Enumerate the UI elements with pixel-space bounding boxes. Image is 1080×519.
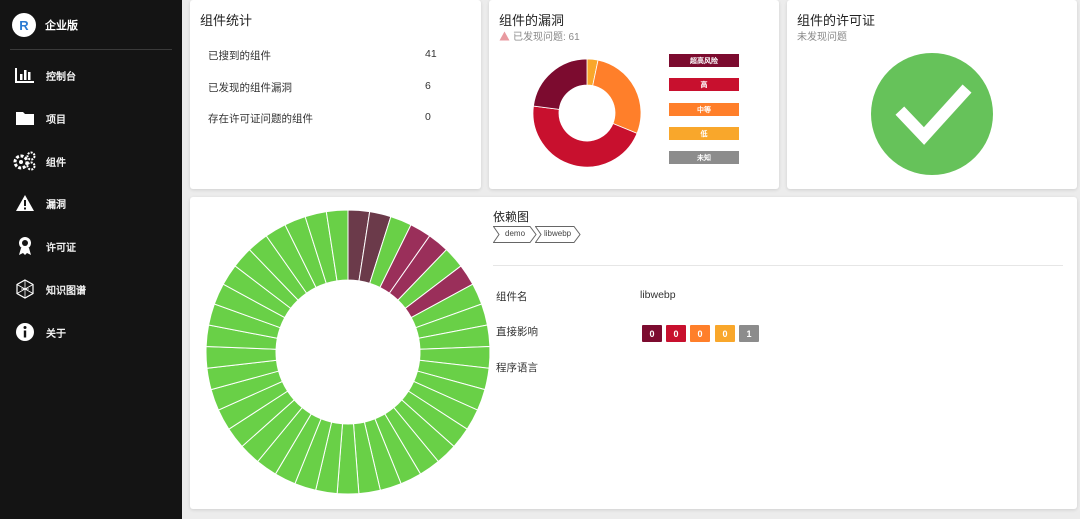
folder-icon	[13, 106, 37, 130]
brand-logo: R	[12, 13, 36, 37]
breadcrumb-chevron-shape	[493, 226, 537, 243]
license-status-text: 未发现问题	[797, 32, 847, 43]
donut-slice-超高风险[interactable]	[532, 58, 588, 110]
breadcrumb-label: demo	[505, 229, 526, 238]
sidebar: R 企业版 控制台 项目 组件 漏洞 许可证 知识图谱	[0, 0, 182, 519]
sidebar-item-dashboard[interactable]: 控制台	[0, 59, 182, 91]
stat-row: 已发现的组件漏洞 6	[208, 80, 448, 95]
component-name-label: 组件名	[496, 291, 528, 303]
donut-slice-中等[interactable]	[592, 59, 642, 134]
sidebar-item-label: 漏洞	[46, 199, 66, 211]
dependency-ring-chart[interactable]	[203, 207, 493, 497]
stat-row: 已搜到的组件 41	[208, 48, 448, 63]
stat-label: 已搜到的组件	[208, 50, 271, 62]
sidebar-item-label: 知识图谱	[46, 285, 86, 297]
check-circle-icon	[871, 53, 993, 175]
impact-medium-badge: 0	[690, 325, 710, 342]
donut-slice-高[interactable]	[532, 105, 638, 168]
dependency-graph-card: 依赖图 demo libwebp 组件名 libwebp 直接影响 0 0 0 …	[190, 197, 1077, 509]
ring-segment-ok[interactable]	[325, 209, 349, 282]
legend-high[interactable]: 高	[669, 78, 739, 91]
stat-label: 存在许可证问题的组件	[208, 113, 313, 125]
impact-low-badge: 0	[715, 325, 735, 342]
component-name-value: libwebp	[640, 289, 676, 301]
impact-unknown-badge: 1	[739, 325, 759, 342]
sidebar-item-about[interactable]: 关于	[0, 316, 182, 348]
breadcrumb-item-libwebp[interactable]: libwebp	[535, 226, 581, 243]
brand[interactable]: R 企业版	[12, 12, 78, 38]
bar-chart-icon	[13, 63, 37, 87]
legend-low[interactable]: 低	[669, 127, 739, 140]
breadcrumb-chevron-shape	[535, 226, 581, 243]
sidebar-item-licenses[interactable]: 许可证	[0, 230, 182, 262]
sidebar-item-components[interactable]: 组件	[0, 145, 182, 177]
sidebar-item-projects[interactable]: 项目	[0, 102, 182, 134]
card-title: 组件的漏洞	[499, 13, 565, 28]
dependency-graph-title: 依赖图	[493, 210, 530, 224]
sidebar-item-knowledge-graph[interactable]: 知识图谱	[0, 273, 182, 305]
impact-critical-badge: 0	[642, 325, 662, 342]
sidebar-item-label: 控制台	[46, 71, 76, 83]
breadcrumb-item-demo[interactable]: demo	[493, 226, 537, 243]
sidebar-item-label: 许可证	[46, 242, 76, 254]
info-icon	[13, 320, 37, 344]
stat-value: 0	[425, 111, 431, 123]
sidebar-item-label: 项目	[46, 114, 66, 126]
warning-icon	[499, 31, 510, 40]
legend-medium[interactable]: 中等	[669, 103, 739, 116]
section-divider	[493, 265, 1063, 266]
stat-row: 存在许可证问题的组件 0	[208, 111, 448, 126]
legend-unknown[interactable]: 未知	[669, 151, 739, 164]
brand-name: 企业版	[45, 20, 78, 32]
sidebar-item-label: 组件	[46, 157, 66, 169]
cogs-icon	[13, 149, 37, 173]
component-licenses-card: 组件的许可证 未发现问题	[787, 0, 1077, 189]
stat-label: 已发现的组件漏洞	[208, 82, 292, 94]
warning-icon	[13, 191, 37, 215]
vuln-summary: 已发现问题: 61	[499, 28, 580, 43]
sidebar-item-label: 关于	[46, 328, 66, 340]
graph-icon	[13, 277, 37, 301]
impact-high-badge: 0	[666, 325, 686, 342]
stat-value: 6	[425, 80, 431, 92]
vulnerability-donut-chart[interactable]	[527, 53, 647, 173]
language-label: 程序语言	[496, 362, 538, 374]
component-stats-card: 组件统计 已搜到的组件 41 已发现的组件漏洞 6 存在许可证问题的组件 0	[190, 0, 481, 189]
card-title: 组件统计	[200, 13, 253, 28]
component-vulnerabilities-card: 组件的漏洞 已发现问题: 61 超高风险 高 中等 低 未知	[489, 0, 779, 189]
breadcrumb-label: libwebp	[544, 229, 572, 238]
stat-value: 41	[425, 48, 437, 60]
legend-critical[interactable]: 超高风险	[669, 54, 739, 67]
sidebar-item-vulnerabilities[interactable]: 漏洞	[0, 187, 182, 219]
direct-impact-label: 直接影响	[496, 326, 538, 338]
award-icon	[13, 234, 37, 258]
sidebar-divider	[10, 49, 172, 50]
vuln-count-text: 已发现问题: 61	[513, 32, 580, 43]
card-title: 组件的许可证	[797, 13, 876, 28]
